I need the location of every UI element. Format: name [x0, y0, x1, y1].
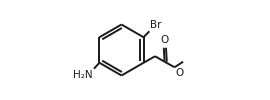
- Text: O: O: [175, 68, 183, 78]
- Text: Br: Br: [150, 20, 162, 30]
- Text: H₂N: H₂N: [73, 70, 93, 80]
- Text: O: O: [161, 35, 169, 45]
